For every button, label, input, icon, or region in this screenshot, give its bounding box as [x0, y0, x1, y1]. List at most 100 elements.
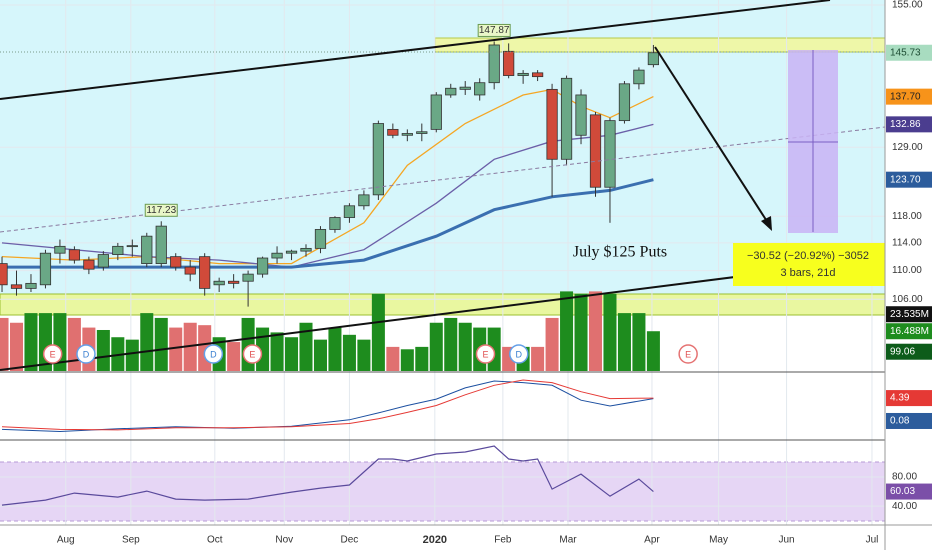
- candle-body: [503, 50, 515, 76]
- rsi-band: [440, 462, 885, 521]
- volume-bar: [299, 322, 313, 371]
- y-tick-label: 129.00: [892, 142, 923, 153]
- price-badge: [886, 483, 932, 500]
- macd-line: [1, 380, 654, 433]
- candle-body: [474, 82, 486, 96]
- price-badge-label: 145.73: [890, 47, 921, 58]
- y-tick-label: 155.00: [892, 0, 923, 11]
- volume-bar: [169, 327, 183, 371]
- candle-body: [39, 252, 52, 286]
- price-badge-label: 0.08: [890, 416, 910, 427]
- event-marker: [203, 344, 224, 364]
- candle-body: [155, 225, 167, 264]
- high-label: 117.23: [146, 205, 176, 216]
- x-tick-label: Oct: [207, 535, 223, 546]
- candle-body: [68, 249, 81, 261]
- volume-bar: [24, 313, 38, 371]
- event-marker: [76, 344, 96, 364]
- candle-body: [401, 133, 413, 136]
- volume-bar: [545, 317, 559, 371]
- candle-body: [604, 120, 616, 188]
- event-marker: [42, 344, 63, 364]
- candle-body: [242, 273, 254, 282]
- event-marker: [509, 344, 529, 364]
- candle-body: [372, 123, 384, 196]
- volume-bar: [429, 322, 443, 371]
- price-badge-label: 132.86: [890, 119, 921, 130]
- candle-body: [285, 250, 298, 254]
- candle-body: [54, 245, 66, 254]
- candle-body: [199, 256, 211, 289]
- candle-body: [83, 259, 95, 270]
- volume-bar: [357, 339, 371, 371]
- candle-body: [0, 263, 8, 286]
- candle-body: [25, 282, 37, 289]
- volume-bar: [227, 342, 241, 371]
- measure-box: [733, 243, 885, 286]
- candle-body: [358, 194, 370, 207]
- volume-bar: [328, 327, 342, 371]
- price-badge: [886, 116, 932, 133]
- support-zone: [0, 293, 886, 316]
- rsi-tick-label: 40.00: [892, 501, 917, 512]
- candle-body: [416, 131, 428, 134]
- x-tick-label: Aug: [57, 535, 75, 546]
- y-tick-label: 114.00: [892, 238, 922, 249]
- price-badge-label: 137.70: [890, 91, 921, 102]
- price-badge: [886, 343, 932, 360]
- price-badge-label: 123.70: [890, 174, 921, 185]
- event-label: E: [50, 349, 56, 359]
- event-marker: [475, 344, 496, 364]
- candle-body: [184, 266, 196, 275]
- candle-body: [97, 254, 109, 268]
- candle-body: [430, 94, 442, 130]
- x-tick-label: Feb: [494, 535, 512, 546]
- price-badge: [886, 88, 932, 105]
- volume-bar: [646, 331, 660, 371]
- price-badge: [886, 44, 932, 61]
- candle-body: [575, 94, 587, 136]
- volume-bar: [371, 293, 385, 371]
- volume-bar: [67, 317, 81, 371]
- price-badge: [886, 323, 932, 340]
- high-label-box: [477, 23, 511, 37]
- event-label: D: [516, 349, 523, 359]
- volume-bar: [386, 346, 400, 371]
- event-label: D: [210, 349, 217, 359]
- volume-bar: [560, 291, 574, 371]
- candle-body: [618, 83, 631, 122]
- candle-body: [126, 245, 138, 248]
- y-tick-label: 106.00: [892, 294, 923, 305]
- volume-bar: [140, 313, 154, 371]
- candle-body: [488, 44, 500, 84]
- price-badge: [886, 412, 932, 429]
- event-label: E: [482, 349, 488, 359]
- rsi-line: [1, 445, 654, 506]
- candle-body: [170, 256, 182, 268]
- high-label: 147.87: [479, 25, 510, 36]
- price-badge-label: 16.488M: [890, 326, 929, 337]
- candle-body: [589, 114, 602, 188]
- volume-bar: [154, 317, 168, 371]
- price-badge-label: 99.06: [890, 346, 915, 357]
- volume-bar: [574, 293, 588, 371]
- volume-bar: [96, 329, 110, 371]
- candle-body: [314, 229, 327, 249]
- candle-body: [213, 280, 225, 286]
- volume-bar: [444, 317, 458, 371]
- measure-change: −30.52 (−20.92%) −3052: [747, 250, 869, 262]
- volume-bar: [9, 322, 24, 371]
- candle-body: [517, 72, 529, 76]
- volume-bar: [531, 346, 545, 371]
- candle-body: [647, 52, 660, 66]
- y-tick-label: 110.00: [892, 265, 922, 276]
- volume-bar: [603, 293, 617, 371]
- volume-bar: [588, 291, 603, 371]
- volume-bar: [458, 322, 472, 371]
- candle-body: [300, 247, 312, 252]
- y-tick-label: 118.00: [892, 211, 922, 222]
- candle-body: [633, 69, 645, 85]
- x-tick-label: May: [709, 535, 728, 546]
- x-tick-label: Sep: [122, 535, 140, 546]
